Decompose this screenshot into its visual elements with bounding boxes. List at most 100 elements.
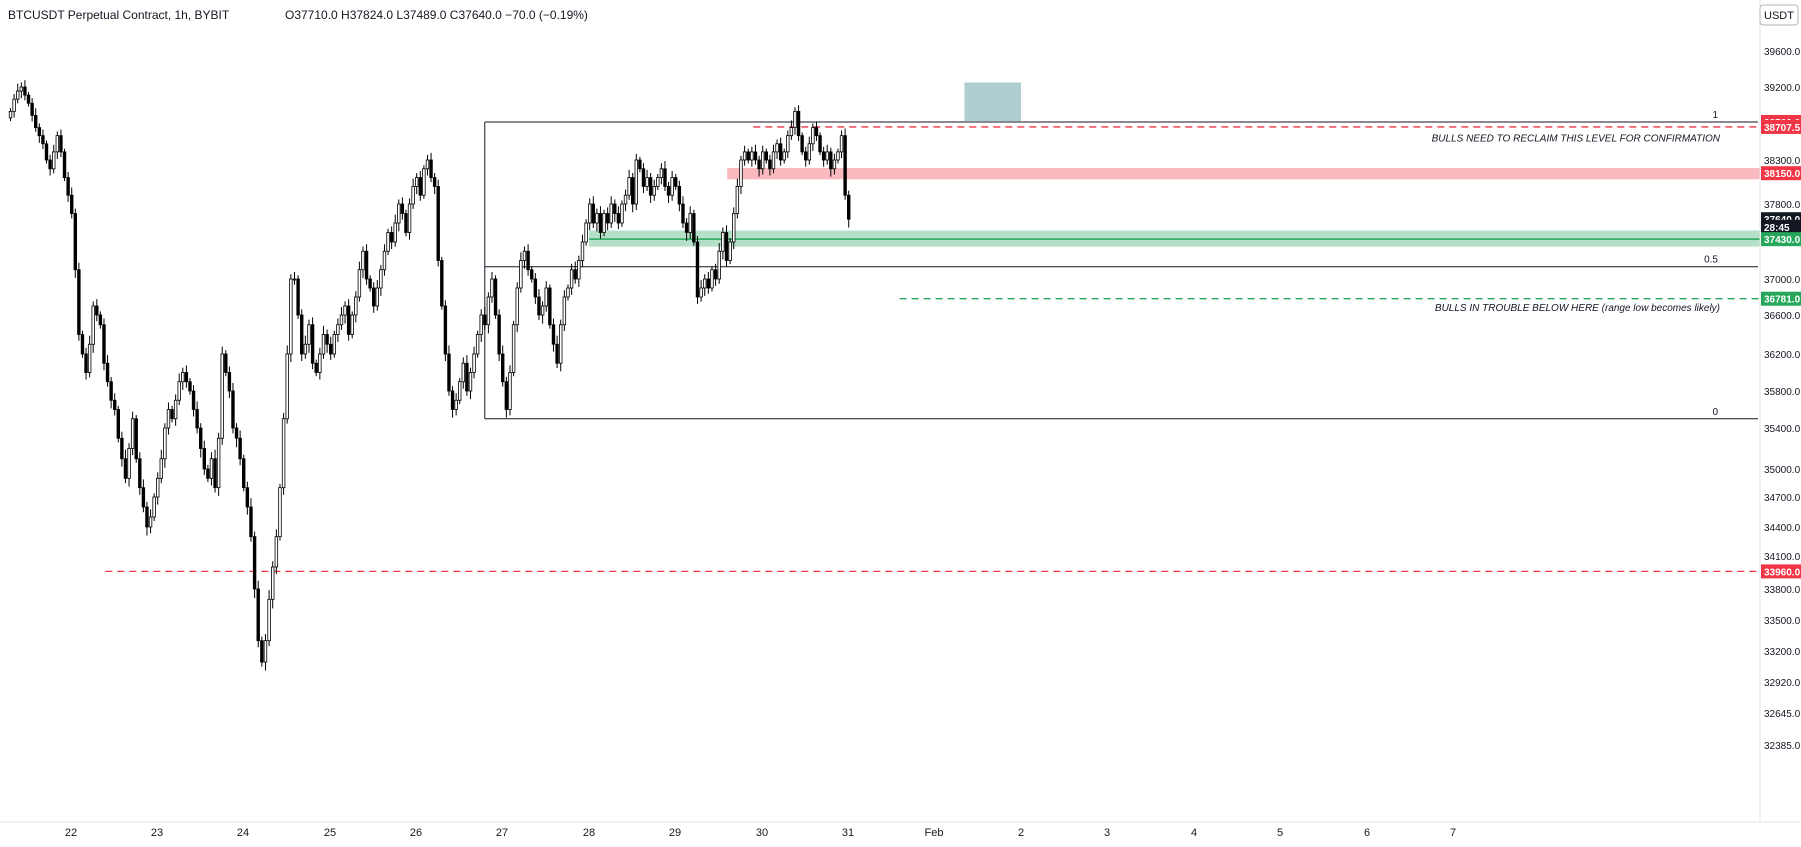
price-tick-label: 35000.0 (1764, 465, 1801, 476)
candle-body (134, 418, 138, 460)
candle (285, 345, 289, 424)
candle (59, 129, 63, 158)
candle-body (372, 287, 376, 307)
candle-body (346, 305, 351, 335)
candle-body (443, 305, 448, 355)
price-label-text: 36781.0 (1764, 295, 1801, 306)
candle-body (415, 177, 419, 187)
price-label-text: 28:45 (1764, 223, 1790, 234)
candle (159, 449, 163, 484)
candle (479, 309, 483, 342)
annotation-1: BULLS IN TROUBLE BELOW HERE (range low b… (1435, 303, 1720, 314)
candle-body (602, 213, 606, 233)
candle-body (843, 135, 847, 196)
candle-body (332, 334, 336, 355)
candle-body (588, 203, 592, 224)
candle (209, 452, 214, 486)
candle (343, 301, 347, 324)
candle (511, 320, 516, 377)
candle (605, 207, 610, 231)
candle-body (361, 250, 365, 271)
candle (234, 423, 239, 448)
candle (252, 531, 257, 599)
candle (80, 330, 85, 358)
candle-body (95, 305, 99, 316)
candle-body (847, 194, 851, 220)
candle (627, 169, 631, 200)
candle-body (382, 250, 387, 271)
candle (436, 179, 440, 267)
price-tick-label: 34400.0 (1764, 523, 1801, 534)
candle-body (544, 287, 548, 307)
candle-body (569, 269, 574, 289)
candle-body (703, 278, 707, 289)
candle-body (16, 90, 20, 100)
candle (407, 198, 412, 240)
candle (602, 209, 606, 237)
candle-body (77, 269, 81, 335)
candle-body (354, 296, 358, 316)
candle (213, 449, 217, 493)
candle-body (281, 418, 286, 489)
candle (530, 266, 534, 283)
price-label-bg (1761, 291, 1801, 306)
currency-button[interactable] (1759, 4, 1799, 26)
candle-body (148, 516, 153, 528)
candle-body (656, 177, 660, 187)
candle-body (742, 151, 747, 161)
candle (393, 214, 397, 247)
candle-body (559, 324, 563, 364)
candle-body (41, 135, 45, 145)
candle-body (98, 314, 103, 326)
price-label-1: 38707.5 (1761, 119, 1801, 134)
candle (768, 154, 772, 176)
candle-body (26, 94, 31, 104)
candle (425, 154, 430, 176)
candle (472, 346, 476, 379)
candle-body (336, 324, 340, 335)
candle (486, 292, 491, 334)
candle (461, 357, 465, 389)
candle-body (227, 372, 232, 392)
candle (95, 299, 99, 322)
candle (310, 317, 315, 370)
candle-body (105, 362, 110, 383)
candle (325, 329, 329, 353)
candle (595, 208, 599, 232)
candle-body (836, 151, 840, 161)
candle (346, 299, 351, 341)
candle-body (55, 135, 60, 153)
candle (814, 121, 819, 141)
candle-body (710, 269, 714, 289)
candle-body (12, 98, 16, 112)
highlight-box (964, 82, 1021, 122)
candle (141, 479, 146, 513)
candle (645, 169, 649, 191)
price-tick-label: 32385.0 (1764, 741, 1801, 752)
candle-body (821, 151, 826, 161)
candle (761, 145, 765, 175)
candle (706, 271, 711, 294)
candle-body (674, 177, 678, 187)
candle (202, 440, 206, 475)
candle-body (397, 203, 401, 224)
candle-body (141, 487, 146, 508)
candle-body (533, 278, 538, 298)
candle (713, 263, 718, 286)
candle-body (339, 314, 344, 326)
candle (717, 243, 721, 284)
candle-body (278, 487, 282, 538)
candle (418, 170, 422, 201)
time-tick-label: 28 (583, 827, 595, 839)
fib-level-label-0: 1 (1712, 110, 1718, 121)
candle-body (102, 324, 106, 364)
candle-body (184, 372, 189, 383)
price-tick-label: 33200.0 (1764, 647, 1801, 658)
time-tick-label: 23 (151, 827, 163, 839)
candle (432, 173, 437, 195)
candle-body (166, 409, 171, 429)
price-axis-bg[interactable] (1760, 0, 1801, 842)
time-tick-label: 3 (1104, 827, 1110, 839)
